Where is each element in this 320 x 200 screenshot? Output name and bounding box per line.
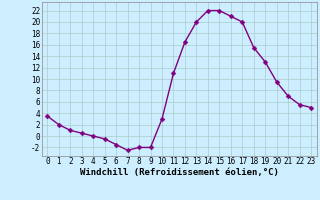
X-axis label: Windchill (Refroidissement éolien,°C): Windchill (Refroidissement éolien,°C) [80, 168, 279, 177]
